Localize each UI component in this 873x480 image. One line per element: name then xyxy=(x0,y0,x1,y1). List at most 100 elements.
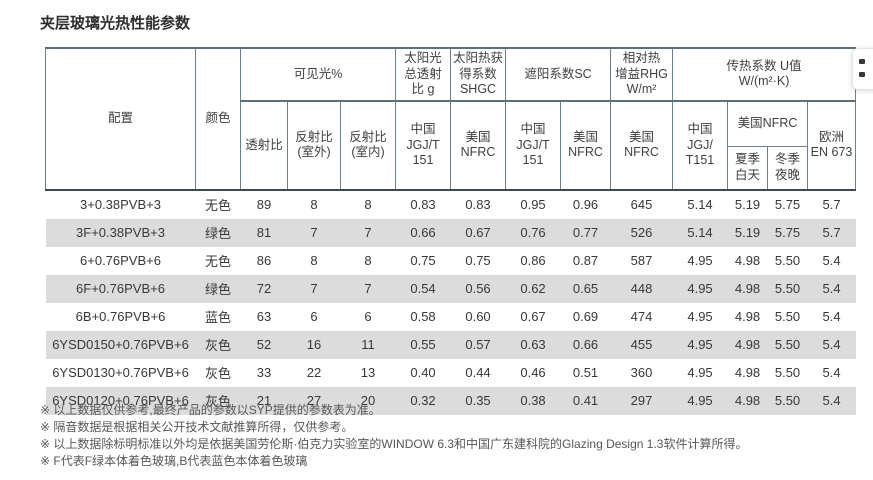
cell-value: 13 xyxy=(360,365,376,381)
table-body: 3+0.38PVB+3 无色 89 8 8 0.83 0.83 0.95 0.96 645 5.14… xyxy=(45,190,856,415)
cell-value: 5.7 xyxy=(822,197,841,213)
cell-value: 5.50 xyxy=(774,393,801,409)
cell-value: 8 xyxy=(364,197,372,213)
cell-value: 5.50 xyxy=(774,365,801,381)
cell-config: 6YSD0120+0.76PVB+6 xyxy=(52,393,189,409)
cell-value: 5.4 xyxy=(822,393,841,409)
table-row: 6B+0.76PVB+6 蓝色 63 6 6 0.58 0.60 0.67 0.69 474 4.9… xyxy=(46,303,856,331)
col-group-shading-coefficient: 遮阳系数SC xyxy=(505,47,612,102)
col-header-summer-day: 夏季 白天 xyxy=(727,145,769,191)
cell-value: 4.95 xyxy=(687,337,713,353)
cell-value: 5.50 xyxy=(774,309,801,325)
cell-value: 0.62 xyxy=(520,281,546,297)
cell-value: 0.44 xyxy=(465,365,491,381)
cell-value: 11 xyxy=(361,337,375,353)
cell-value: 0.87 xyxy=(572,253,599,269)
cell-value: 4.95 xyxy=(687,281,713,297)
col-header-g-china-jgjt151: 中国 JGJ/T 151 xyxy=(395,100,452,191)
cell-value: 5.75 xyxy=(774,197,801,213)
cell-value: 16 xyxy=(306,337,322,353)
cell-value: 0.83 xyxy=(410,197,436,213)
cell-value: 0.66 xyxy=(572,337,599,353)
cell-config: 3+0.38PVB+3 xyxy=(80,197,161,213)
cell-value: 0.58 xyxy=(410,309,436,325)
cell-color: 蓝色 xyxy=(204,310,231,326)
cell-value: 5.4 xyxy=(822,337,841,353)
col-group-visible-light: 可见光% xyxy=(239,47,397,102)
cell-value: 20 xyxy=(360,393,376,409)
cell-value: 0.67 xyxy=(520,309,546,325)
cell-value: 0.57 xyxy=(465,337,491,353)
cell-value: 4.98 xyxy=(734,337,761,353)
col-header-color: 颜色 xyxy=(195,47,241,191)
widget-icon xyxy=(859,72,865,77)
cell-value: 448 xyxy=(630,281,653,297)
cell-value: 7 xyxy=(310,281,318,297)
cell-value: 0.40 xyxy=(410,365,436,381)
footnote-line: ※ F代表F绿本体着色玻璃,B代表蓝色本体着色玻璃 xyxy=(40,454,308,468)
cell-value: 8 xyxy=(310,197,318,213)
cell-value: 7 xyxy=(364,281,372,297)
cell-value: 0.55 xyxy=(410,337,436,353)
cell-value: 645 xyxy=(630,197,653,213)
col-group-u-value: 传热系数 U值 W/(m²·K) xyxy=(672,47,857,102)
cell-value: 0.63 xyxy=(520,337,546,353)
col-header-reflectance-outdoor: 反射比 (室外) xyxy=(287,100,341,191)
cell-value: 5.4 xyxy=(822,253,841,269)
cell-config: 6F+0.76PVB+6 xyxy=(76,281,165,297)
cell-value: 72 xyxy=(256,281,272,297)
cell-value: 5.4 xyxy=(822,281,841,297)
cell-value: 5.14 xyxy=(687,197,713,213)
cell-value: 4.95 xyxy=(687,393,713,409)
cell-value: 4.98 xyxy=(734,365,761,381)
cell-config: 6YSD0130+0.76PVB+6 xyxy=(52,365,189,381)
cell-color: 无色 xyxy=(204,198,231,214)
cell-config: 6+0.76PVB+6 xyxy=(80,253,161,269)
cell-value: 6 xyxy=(364,309,372,325)
cell-value: 5.50 xyxy=(774,337,801,353)
cell-value: 5.7 xyxy=(822,225,841,241)
cell-value: 360 xyxy=(630,365,653,381)
cell-value: 0.60 xyxy=(465,309,491,325)
cell-value: 0.65 xyxy=(572,281,599,297)
cell-value: 8 xyxy=(310,253,318,269)
col-header-shgc-usa-nfrc: 美国 NFRC xyxy=(450,100,507,191)
cell-value: 4.95 xyxy=(687,365,713,381)
cell-value: 0.32 xyxy=(410,393,436,409)
footnote-line: ※ 以上数据仅供参考,最终产品的参数以SYP提供的参数表为准。 xyxy=(40,403,381,417)
floating-widget[interactable] xyxy=(852,48,873,90)
cell-value: 0.83 xyxy=(465,197,491,213)
cell-color: 绿色 xyxy=(204,226,231,242)
table-row: 6+0.76PVB+6 无色 86 8 8 0.75 0.75 0.86 0.87 587 4.95… xyxy=(46,247,856,275)
table-row: 6F+0.76PVB+6 绿色 72 7 7 0.54 0.56 0.62 0.65 448 4.9… xyxy=(45,274,856,303)
cell-value: 0.69 xyxy=(572,309,599,325)
col-header-winter-night: 冬季 夜晚 xyxy=(767,145,809,191)
cell-value: 587 xyxy=(630,253,653,269)
cell-config: 3F+0.38PVB+3 xyxy=(76,225,165,241)
cell-value: 86 xyxy=(256,253,272,269)
cell-value: 5.4 xyxy=(822,365,841,381)
cell-value: 297 xyxy=(630,393,653,409)
cell-value: 0.66 xyxy=(410,225,436,241)
cell-value: 4.95 xyxy=(687,253,713,269)
cell-value: 33 xyxy=(256,365,272,381)
cell-config: 6YSD0150+0.76PVB+6 xyxy=(52,337,189,353)
page-title: 夹层玻璃光热性能参数 xyxy=(40,15,191,32)
table-row: 3+0.38PVB+3 无色 89 8 8 0.83 0.83 0.95 0.96 645 5.14… xyxy=(46,190,856,219)
footnotes: ※ 以上数据仅供参考,最终产品的参数以SYP提供的参数表为准。 ※ 隔音数据是根… xyxy=(40,402,747,470)
col-header-europe-en673: 欧洲 EN 673 xyxy=(807,100,857,191)
col-header-u-usa-nfrc: 美国NFRC xyxy=(727,100,809,147)
cell-value: 52 xyxy=(256,337,272,353)
cell-value: 0.75 xyxy=(465,253,491,269)
cell-value: 0.95 xyxy=(520,197,546,213)
cell-color: 无色 xyxy=(204,254,231,270)
cell-value: 5.50 xyxy=(774,281,801,297)
cell-value: 474 xyxy=(630,309,653,325)
cell-value: 4.98 xyxy=(734,281,761,297)
cell-value: 5.4 xyxy=(822,309,841,325)
table-row: 6YSD0130+0.76PVB+6 灰色 33 22 13 0.40 0.44 0.46 0.… xyxy=(46,359,856,387)
cell-value: 5.14 xyxy=(687,225,713,241)
table-row: 6YSD0120+0.76PVB+6 灰色 21 27 20 0.32 0.35 0.38 0.… xyxy=(45,386,856,415)
col-header-reflectance-indoor: 反射比 (室内) xyxy=(339,100,397,191)
cell-value: 21 xyxy=(256,393,272,409)
